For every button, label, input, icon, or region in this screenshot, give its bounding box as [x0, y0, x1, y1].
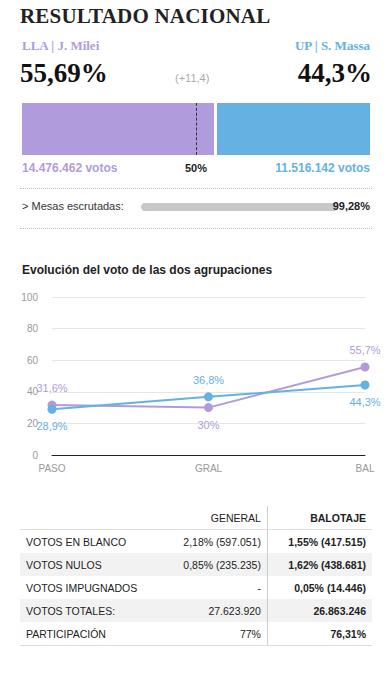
- html-text:UP | S. Massa: UP | S. Massa: [294, 38, 370, 53]
- html-text:2,18% (597.051): 2,18% (597.051): [183, 535, 261, 548]
- html-text:27.623.920: 27.623.920: [208, 604, 261, 617]
- html-text:11.516.142 votos: 11.516.142 votos: [275, 161, 370, 175]
- html-text:77%: 77%: [239, 627, 261, 640]
- svg-text:20: 20: [26, 417, 38, 429]
- html-text:> Mesas escrutadas:: > Mesas escrutadas:: [22, 200, 124, 212]
- html-text:44,3%: 44,3%: [297, 58, 372, 88]
- svg-text:30%: 30%: [197, 419, 219, 431]
- svg-text:80: 80: [27, 323, 39, 334]
- svg-text:31,6%: 31,6%: [36, 382, 67, 394]
- html-text:14.476.462 votos: 14.476.462 votos: [22, 161, 118, 175]
- html-text:0,05% (14.446): 0,05% (14.446): [294, 581, 366, 594]
- svg-text:BAL: BAL: [356, 463, 375, 474]
- html-text:50%: 50%: [185, 162, 207, 174]
- svg-text:60: 60: [27, 355, 39, 366]
- html-text:76,31%: 76,31%: [330, 627, 366, 640]
- svg-text:GRAL: GRAL: [195, 463, 223, 474]
- svg-text:36,8%: 36,8%: [193, 374, 224, 386]
- html-text:1,62% (438.681): 1,62% (438.681): [288, 558, 366, 571]
- html-text:VOTOS IMPUGNADOS: VOTOS IMPUGNADOS: [26, 581, 138, 594]
- html-text:1,55% (417.515): 1,55% (417.515): [288, 535, 366, 548]
- html-text:55,69%: 55,69%: [20, 58, 108, 88]
- svg-text:100: 100: [21, 292, 38, 303]
- html-text:Evolución del voto de las dos: Evolución del voto de las dos agrupacion…: [22, 263, 273, 277]
- html-text:99,28%: 99,28%: [332, 200, 370, 212]
- html-text:BALOTAJE: BALOTAJE: [310, 511, 366, 524]
- html-text:VOTOS NULOS: VOTOS NULOS: [26, 558, 102, 571]
- svg-text:PASO: PASO: [38, 463, 65, 474]
- html-text:VOTOS TOTALES:: VOTOS TOTALES:: [26, 604, 116, 617]
- html-text:GENERAL: GENERAL: [210, 511, 261, 524]
- svg-text:44,3%: 44,3%: [349, 396, 380, 408]
- svg-text:40: 40: [26, 386, 38, 398]
- html-text:PARTICIPACIÓN: PARTICIPACIÓN: [26, 627, 106, 640]
- svg-text:55,7%: 55,7%: [349, 344, 380, 356]
- html-text:(+11,4): (+11,4): [175, 72, 210, 84]
- html-text:0,85% (235.235): 0,85% (235.235): [183, 558, 261, 571]
- html-text:LLA | J. Milei: LLA | J. Milei: [22, 38, 100, 53]
- svg-text:28,9%: 28,9%: [36, 420, 67, 432]
- svg-text:0: 0: [32, 450, 38, 461]
- html-text:26.863.246: 26.863.246: [313, 604, 366, 617]
- html-text:RESULTADO NACIONAL: RESULTADO NACIONAL: [20, 4, 271, 28]
- html-text:VOTOS EN BLANCO: VOTOS EN BLANCO: [26, 535, 127, 548]
